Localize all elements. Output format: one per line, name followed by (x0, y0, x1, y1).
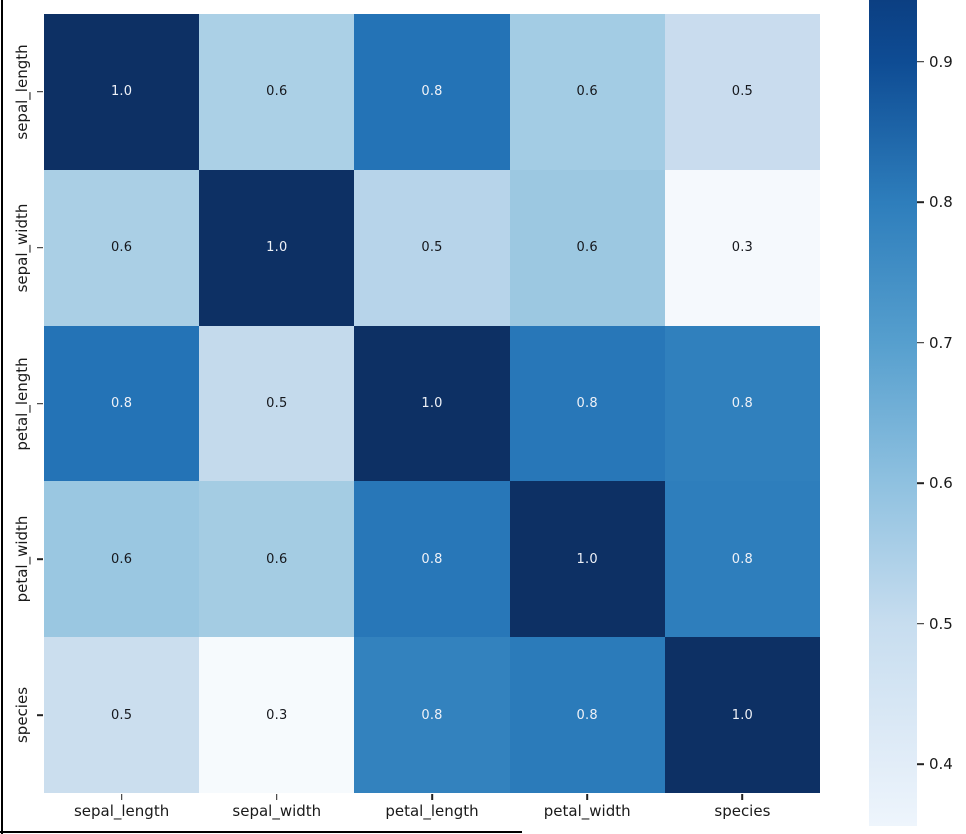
colorbar-tick-label-0.7: 0.7 (929, 333, 953, 352)
heatmap-cell-species-sepal_width: 0.3 (199, 637, 355, 793)
x-tick-petal_length (431, 794, 433, 800)
heatmap-cell-petal_width-species: 0.8 (664, 481, 820, 638)
heatmap-cell-petal_width-sepal_length: 0.6 (44, 481, 200, 638)
colorbar-tick-label-0.4: 0.4 (929, 755, 953, 774)
y-tick-species (37, 714, 43, 716)
y-tick-label-sepal_length: sepal_length (13, 44, 31, 140)
cell-value: 0.5 (110, 707, 133, 723)
cell-value: 0.3 (266, 707, 288, 723)
x-tick-sepal_width (276, 794, 278, 800)
heatmap-cell-sepal_length-sepal_width: 0.6 (199, 14, 355, 170)
cell-value: 0.8 (731, 551, 754, 567)
y-tick-label-species: species (13, 687, 31, 744)
cell-value: 0.8 (421, 707, 443, 723)
heatmap-cell-petal_length-petal_width: 0.8 (509, 325, 665, 482)
heatmap-cell-species-species: 1.0 (664, 637, 820, 793)
heatmap-cell-petal_length-sepal_length: 0.8 (44, 325, 200, 482)
colorbar-gradient (869, 0, 917, 826)
heatmap-cell-sepal_length-sepal_length: 1.0 (44, 14, 200, 170)
colorbar-tick-0.7 (917, 341, 924, 344)
cell-value: 0.8 (421, 551, 443, 567)
cell-value: 0.8 (576, 707, 598, 723)
colorbar-tick-label-0.9: 0.9 (929, 52, 953, 71)
x-tick-label-sepal_length: sepal_length (73, 802, 170, 820)
x-tick-petal_width (586, 794, 588, 800)
y-tick-sepal_length (37, 91, 43, 93)
cell-value: 0.6 (110, 240, 133, 256)
cell-value: 0.5 (731, 84, 754, 100)
heatmap-cell-petal_width-petal_length: 0.8 (354, 481, 510, 638)
cell-value: 0.8 (576, 395, 598, 411)
heatmap-cell-sepal_width-sepal_width: 1.0 (199, 169, 355, 326)
cell-value: 1.0 (421, 395, 443, 411)
heatmap-cell-sepal_length-species: 0.5 (664, 14, 820, 170)
heatmap-cell-sepal_length-petal_width: 0.6 (509, 14, 665, 170)
cell-value: 0.6 (266, 551, 288, 567)
cell-value: 0.5 (421, 240, 443, 256)
x-tick-label-petal_width: petal_width (543, 802, 631, 820)
heatmap-cell-sepal_length-petal_length: 0.8 (354, 14, 510, 170)
colorbar-tick-0.4 (917, 763, 924, 765)
x-tick-sepal_length (120, 794, 123, 800)
heatmap-cell-species-petal_width: 0.8 (509, 637, 665, 793)
heatmap-cell-species-sepal_length: 0.5 (44, 637, 200, 793)
cell-value: 1.0 (576, 551, 598, 567)
colorbar-tick-0.9 (917, 61, 924, 63)
x-tick-label-petal_length: petal_length (385, 802, 479, 820)
heatmap-cell-petal_width-sepal_width: 0.6 (199, 481, 355, 638)
cell-value: 0.5 (266, 395, 288, 411)
cell-value: 0.8 (110, 395, 133, 411)
colorbar-tick-label-0.8: 0.8 (929, 193, 953, 212)
y-tick-petal_length (37, 402, 43, 405)
cell-value: 0.6 (576, 240, 598, 256)
heatmap-cell-sepal_width-petal_width: 0.6 (509, 169, 665, 326)
colorbar-tick-label-0.6: 0.6 (929, 474, 953, 493)
y-tick-label-sepal_width: sepal_width (13, 203, 31, 293)
colorbar-tick-0.5 (917, 622, 924, 625)
cell-value: 0.6 (576, 84, 598, 100)
heatmap-cell-petal_width-petal_width: 1.0 (509, 481, 665, 638)
cell-value: 1.0 (266, 240, 288, 256)
y-tick-petal_width (37, 558, 43, 561)
x-tick-species (741, 794, 744, 800)
colorbar-tick-label-0.5: 0.5 (929, 614, 953, 633)
colorbar-tick-0.6 (917, 482, 924, 485)
y-tick-sepal_width (37, 246, 43, 249)
cell-value: 0.6 (266, 84, 288, 100)
heatmap-cell-sepal_width-petal_length: 0.5 (354, 169, 510, 326)
window-border-bottom (0, 831, 522, 833)
cell-value: 1.0 (731, 707, 754, 723)
colorbar-tick-0.8 (917, 201, 924, 204)
cell-value: 0.6 (110, 551, 133, 567)
cell-value: 0.8 (731, 395, 754, 411)
heatmap-cell-sepal_width-species: 0.3 (664, 169, 820, 326)
window-border-left (1, 0, 3, 834)
heatmap-cell-petal_length-sepal_width: 0.5 (199, 325, 355, 482)
x-tick-label-species: species (714, 802, 771, 820)
cell-value: 1.0 (110, 84, 133, 100)
x-tick-label-sepal_width: sepal_width (232, 802, 322, 820)
cell-value: 0.8 (421, 84, 443, 100)
cell-value: 0.3 (731, 240, 754, 256)
y-tick-label-petal_width: petal_width (13, 515, 31, 603)
heatmap-cell-petal_length-species: 0.8 (664, 325, 820, 482)
y-tick-label-petal_length: petal_length (13, 356, 31, 451)
heatmap-cell-species-petal_length: 0.8 (354, 637, 510, 793)
heatmap-cell-sepal_width-sepal_length: 0.6 (44, 169, 200, 326)
heatmap-grid: 1.0 0.6 0.8 0.6 0.5 0.6 1.0 0.5 0.6 0.3 0.8 0.5 1.0 0… (44, 14, 820, 793)
heatmap-cell-petal_length-petal_length: 1.0 (354, 325, 510, 482)
